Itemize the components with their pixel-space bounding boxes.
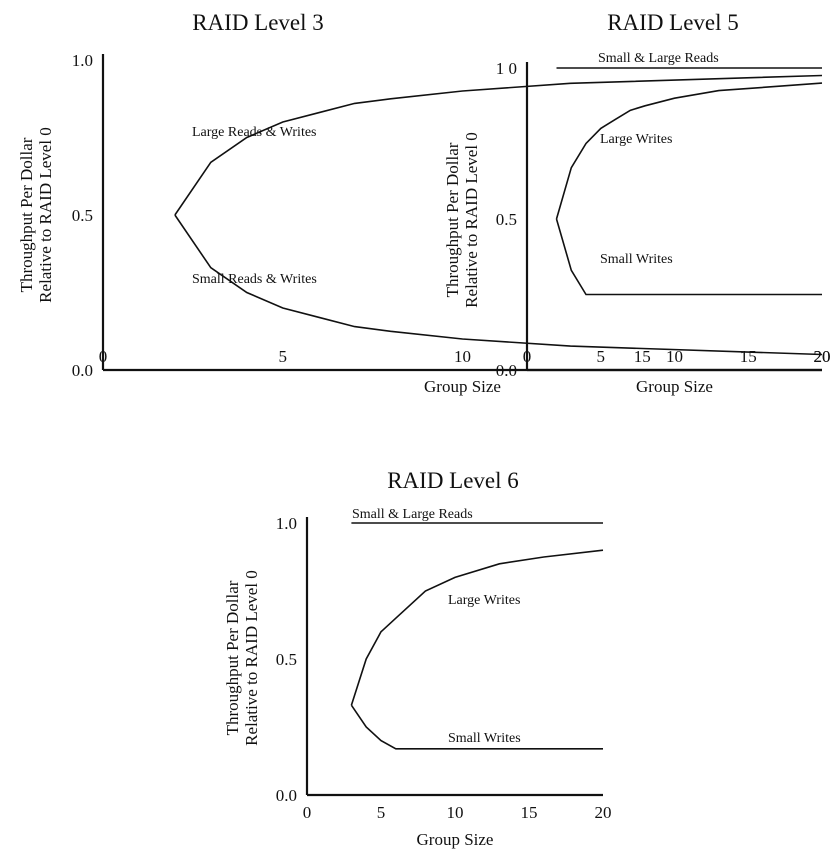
series-small-reads-and-writes-label: Small Reads & Writes	[192, 272, 317, 287]
series-large-reads-and-writes-line	[174, 74, 823, 216]
x-tick-label: 15	[634, 347, 651, 366]
x-tick-label: 5	[279, 347, 288, 366]
x-tick-label: 15	[521, 803, 538, 822]
y-tick-label: 1.0	[276, 514, 297, 533]
x-tick-label: 20	[814, 347, 831, 366]
x-tick-label: 0	[99, 347, 108, 366]
series-large-reads-and-writes-label: Large Reads & Writes	[192, 125, 317, 140]
x-tick-label: 10	[447, 803, 464, 822]
series-large-writes-label: Large Writes	[448, 593, 520, 608]
series-large-writes-line	[350, 549, 604, 706]
series-small-writes-label: Small Writes	[448, 731, 521, 746]
y-tick-label: 0.5	[496, 210, 517, 229]
raid-level-6-chart: RAID Level 6 0 5 10 15 20 0.0 0.5 1.0 Group Size T…	[223, 468, 612, 849]
y-tick-label: 0.5	[72, 206, 93, 225]
x-tick-label: 0	[303, 803, 312, 822]
x-tick-label: 5	[597, 347, 606, 366]
raid-level-5-chart: RAID Level 5 0 5 10 15 20 0.0 0.5 1 0 Group Size T…	[443, 10, 831, 396]
y-tick-label: 1 0	[496, 59, 517, 78]
y-axis-label: Throughput Per DollarRelative to RAID Le…	[443, 132, 481, 308]
x-axis-label: Group Size	[424, 377, 501, 396]
x-tick-label: 10	[454, 347, 471, 366]
x-axis-label: Group Size	[417, 830, 494, 849]
y-tick-label: 0.0	[496, 361, 517, 380]
raid-level-6-title: RAID Level 6	[387, 468, 519, 493]
raid-level-3-title: RAID Level 3	[192, 10, 324, 35]
y-axis-label: Throughput Per DollarRelative to RAID Le…	[223, 570, 261, 746]
y-tick-label: 1.0	[72, 51, 93, 70]
series-small-and-large-reads-label: Small & Large Reads	[598, 51, 719, 66]
series-small-reads-and-writes-line	[174, 214, 823, 356]
series-large-writes-line	[555, 82, 823, 220]
series-small-and-large-reads-label: Small & Large Reads	[352, 507, 473, 522]
series-small-writes-line	[350, 704, 603, 750]
x-tick-label: 5	[377, 803, 386, 822]
x-tick-label: 0	[523, 347, 532, 366]
series-small-writes-line	[555, 218, 822, 296]
raid-level-5-title: RAID Level 5	[607, 10, 739, 35]
y-tick-label: 0.0	[276, 786, 297, 805]
series-large-writes-label: Large Writes	[600, 132, 672, 147]
x-tick-label: 20	[595, 803, 612, 822]
y-tick-label: 0.5	[276, 650, 297, 669]
x-tick-label: 10	[666, 347, 683, 366]
x-tick-label: 15	[740, 347, 757, 366]
x-axis-label: Group Size	[636, 377, 713, 396]
y-axis-label: Throughput Per DollarRelative to RAID Le…	[17, 127, 55, 303]
raid-level-3-chart: RAID Level 3 0 5 10 15 20 0.0 0.5 1.0 Group Size T…	[17, 10, 831, 396]
x-tick-label: 20	[814, 347, 831, 366]
series-small-writes-label: Small Writes	[600, 252, 673, 267]
y-tick-label: 0.0	[72, 361, 93, 380]
